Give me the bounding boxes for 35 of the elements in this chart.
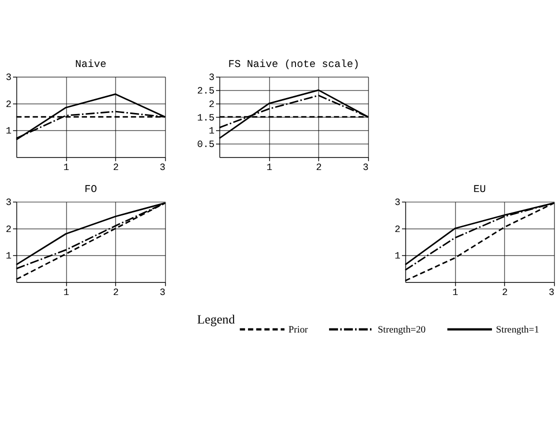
y-tick-label: 3	[6, 197, 12, 208]
y-tick-label: 2	[208, 98, 215, 110]
x-tick-label: 1	[266, 162, 272, 174]
legend-label: Prior	[288, 324, 309, 336]
y-tick-label: 1	[208, 126, 215, 137]
chart-title: EU	[473, 184, 486, 196]
y-tick-label: 2	[394, 224, 401, 235]
legend-title: Legend	[197, 312, 236, 327]
chart-title: FS Naive (note scale)	[228, 59, 360, 72]
y-tick-label: 2.5	[197, 85, 215, 96]
y-tick-label: 0.5	[197, 139, 215, 150]
x-tick-label: 2	[112, 287, 119, 298]
y-tick-label: 3	[394, 197, 401, 208]
x-tick-label: 3	[160, 287, 166, 298]
chart-title: Naive	[75, 59, 106, 72]
legend-label: Strength=20	[378, 324, 426, 336]
x-tick-label: 2	[112, 162, 119, 174]
y-tick-label: 3	[6, 72, 12, 84]
x-tick-label: 1	[452, 287, 458, 298]
x-tick-label: 1	[63, 287, 70, 298]
chart-title: FO	[84, 184, 97, 196]
y-tick-label: 3	[208, 72, 215, 84]
x-tick-label: 3	[548, 287, 555, 298]
x-tick-label: 1	[63, 162, 70, 174]
y-tick-label: 1	[6, 126, 12, 137]
legend-label: Strength=1	[496, 324, 540, 336]
x-tick-label: 3	[362, 162, 369, 174]
y-tick-label: 2	[6, 224, 12, 235]
y-tick-label: 1	[394, 250, 401, 262]
x-tick-label: 2	[502, 287, 508, 298]
y-tick-label: 2	[6, 98, 12, 110]
y-tick-label: 1.5	[197, 112, 215, 124]
x-tick-label: 3	[160, 162, 166, 174]
y-tick-label: 1	[6, 250, 12, 262]
x-tick-label: 2	[316, 162, 322, 174]
